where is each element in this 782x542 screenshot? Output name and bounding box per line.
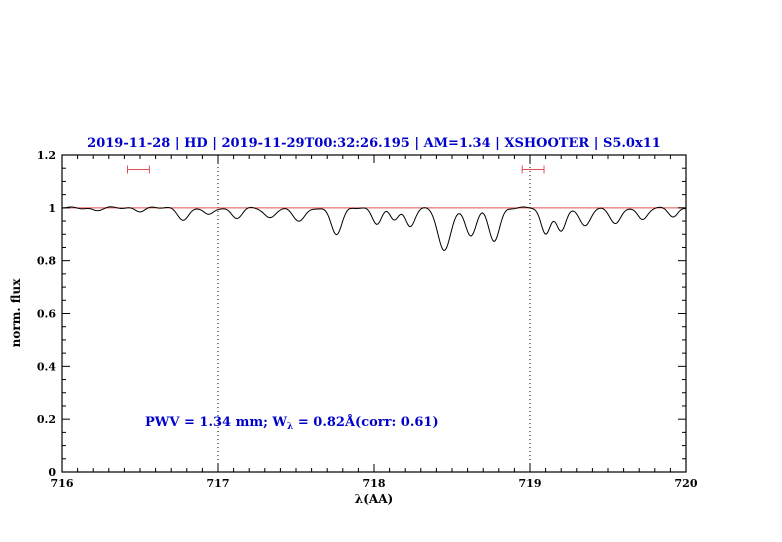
y-tick-label: 1.2 (37, 149, 56, 162)
y-tick-label: 0.2 (37, 413, 56, 426)
pwv-annotation-suffix: = 0.82Å(corr: 0.61) (293, 414, 438, 430)
x-tick-label: 716 (51, 477, 74, 490)
plot-dynamic: 716 717 718 719 720 0 0.2 0.4 0.6 0.8 1 1.2 (37, 149, 698, 490)
x-tick-label: 720 (675, 477, 698, 490)
x-tick-label: 719 (519, 477, 542, 490)
y-tick-label: 0.6 (37, 308, 56, 321)
x-tick-label: 717 (207, 477, 230, 490)
y-tick-label: 0.8 (37, 255, 56, 268)
pwv-annotation-prefix: PWV = 1.34 mm; W (145, 415, 287, 430)
pwv-annotation: PWV = 1.34 mm; Wλ = 0.82Å(corr: 0.61) (145, 414, 439, 432)
y-tick-label: 0 (48, 466, 56, 479)
x-axis-label: λ(AA) (355, 492, 393, 506)
y-tick-label: 1 (48, 202, 56, 215)
x-tick-label: 718 (363, 477, 386, 490)
pwv-annotation-sub: λ (287, 422, 293, 432)
plot-title: 2019-11-28 | HD | 2019-11-29T00:32:26.19… (87, 136, 661, 151)
y-axis-label: norm. flux (9, 278, 23, 348)
y-tick-label: 0.4 (37, 360, 56, 373)
